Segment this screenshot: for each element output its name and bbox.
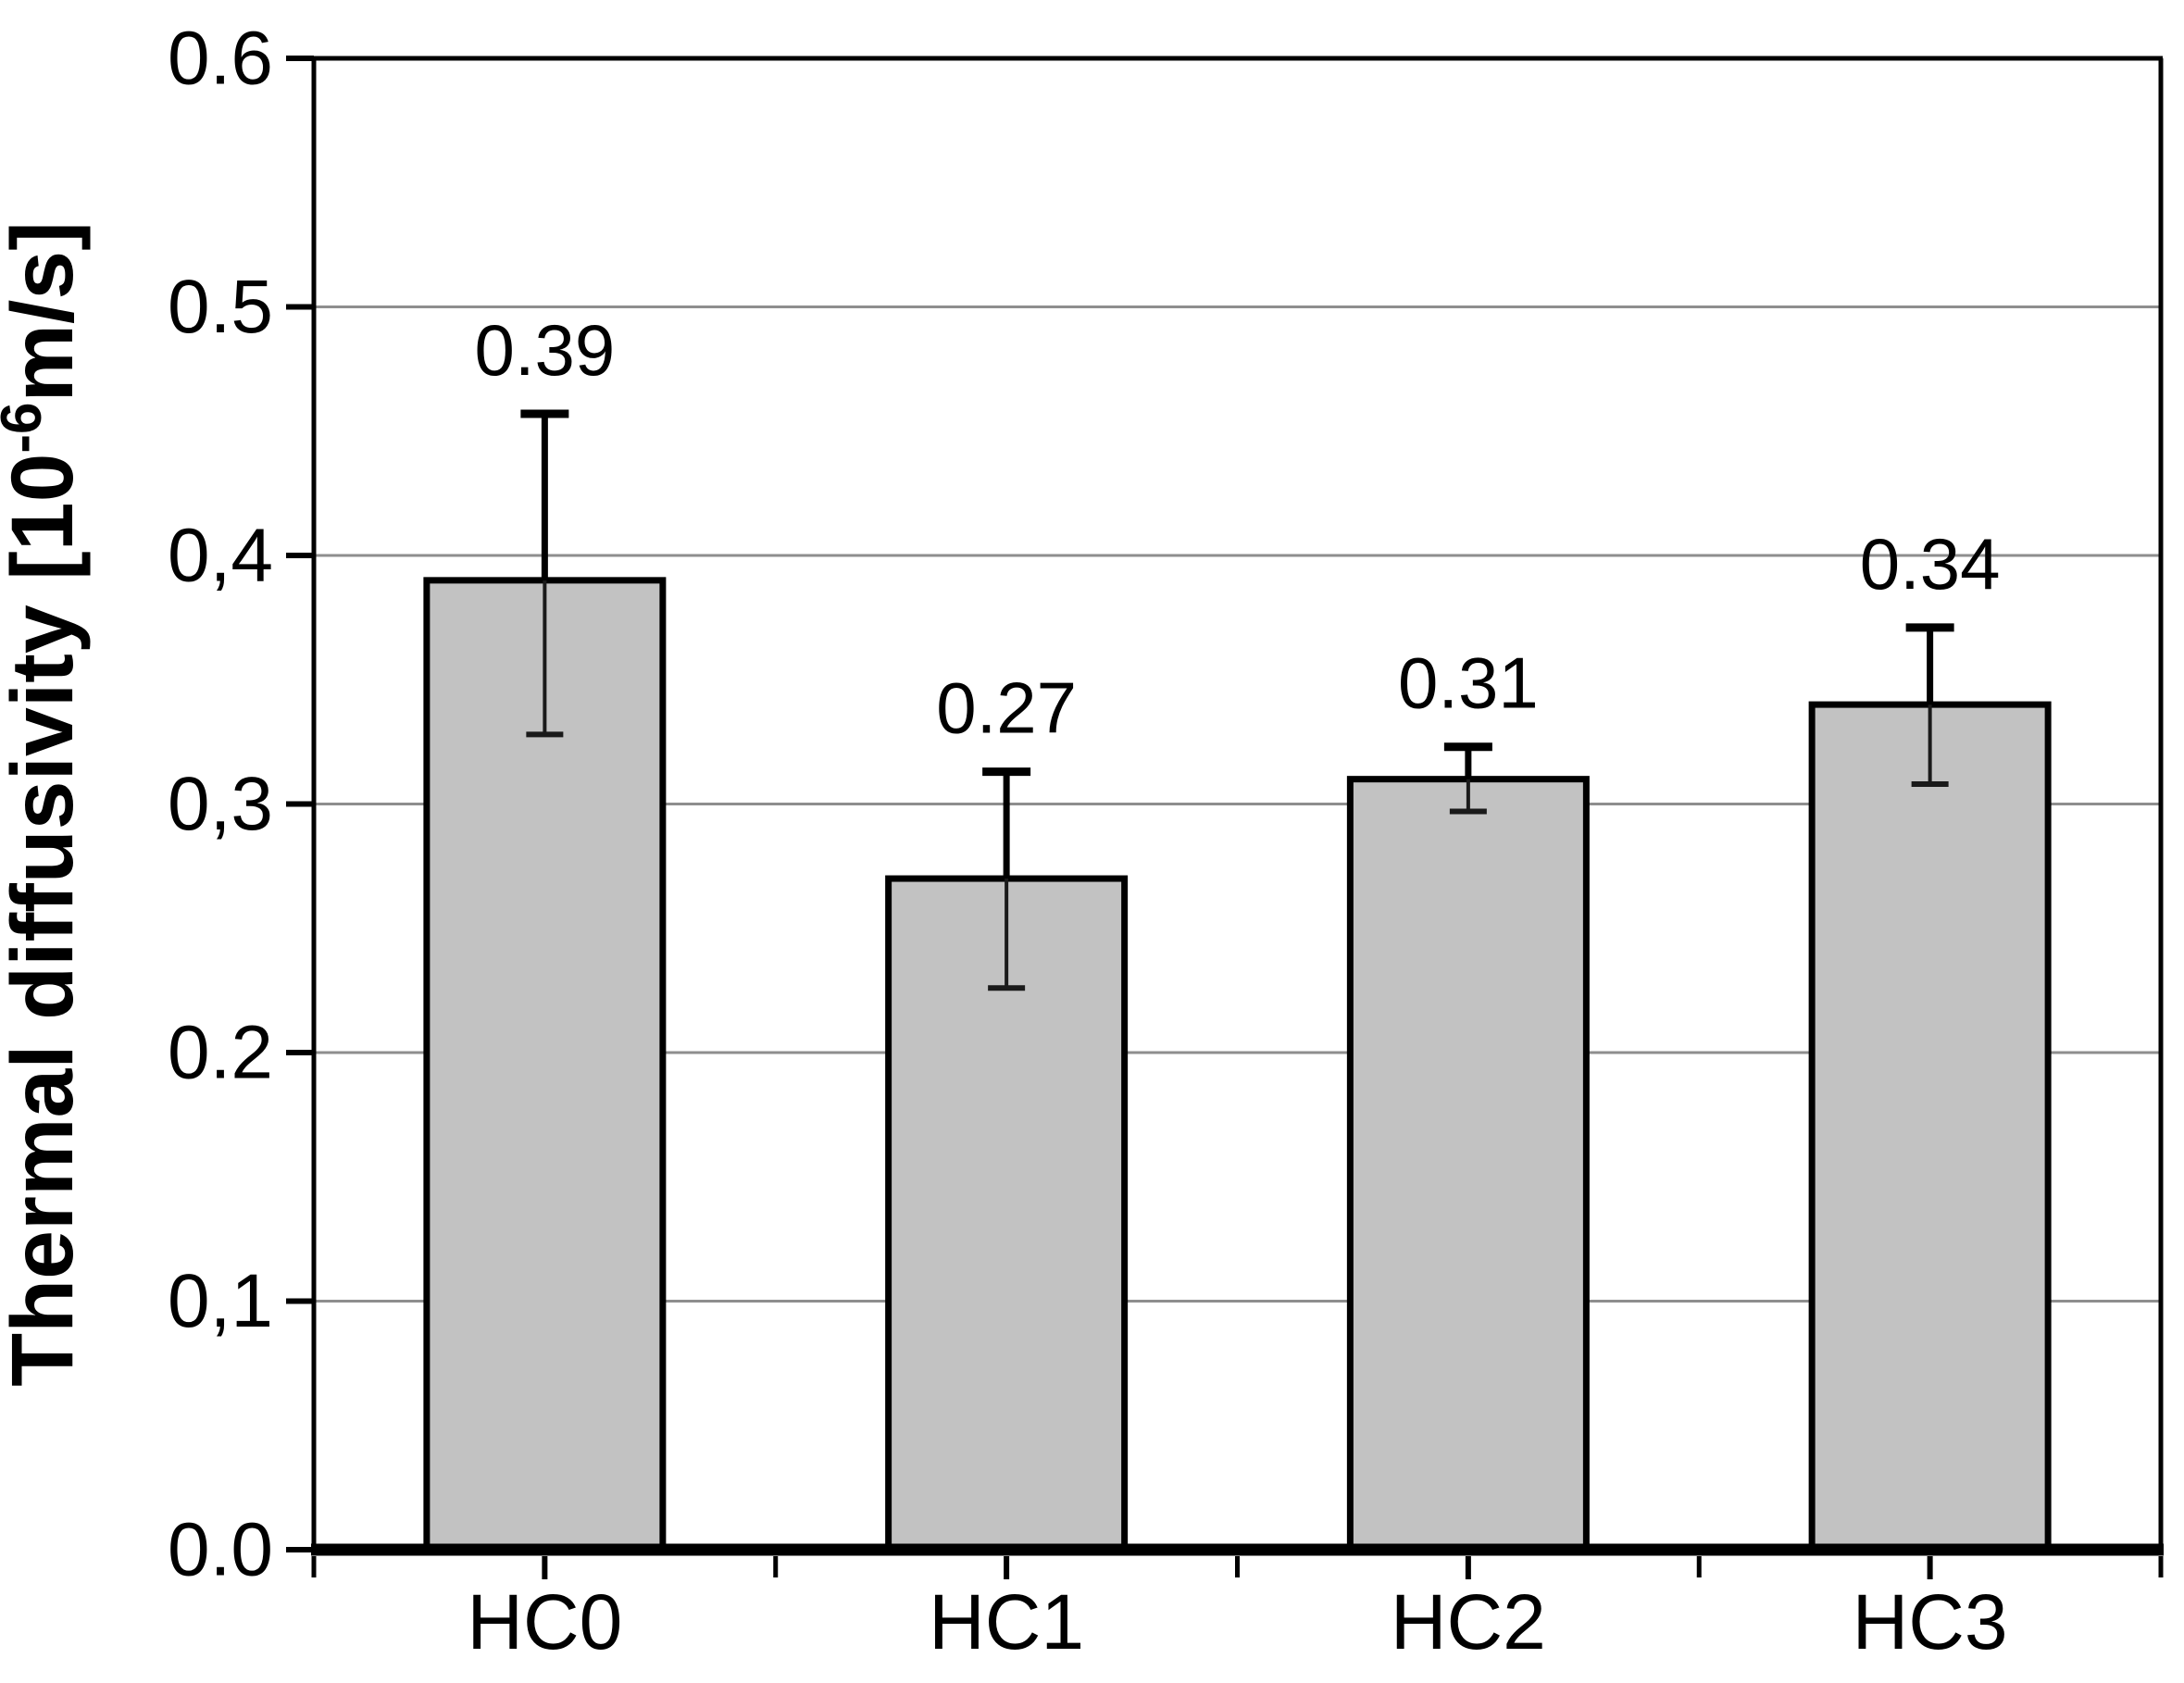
y-tick-label: 0,1 (168, 1259, 273, 1343)
bar (1346, 776, 1590, 1553)
bar (1808, 701, 2052, 1553)
x-tick-label: HC3 (1853, 1578, 2008, 1665)
y-tick-label: 0.5 (168, 265, 273, 349)
value-label: 0.39 (474, 309, 615, 391)
y-tick-label: 0.6 (168, 17, 273, 101)
x-tick-label: HC2 (1391, 1578, 1546, 1665)
y-tick-label: 0.0 (168, 1508, 273, 1592)
y-tick-label: 0.2 (168, 1011, 273, 1095)
y-axis-title: Thermal diffusivity [10-6m/s] (0, 221, 92, 1387)
value-label: 0.34 (1860, 523, 2001, 605)
bar (423, 577, 667, 1553)
value-label: 0.31 (1398, 642, 1539, 724)
value-label: 0.27 (936, 667, 1077, 749)
y-tick-label: 0,3 (168, 762, 273, 846)
x-tick-label: HC0 (467, 1578, 622, 1665)
y-tick-label: 0,4 (168, 514, 273, 598)
x-tick-label: HC1 (929, 1578, 1084, 1665)
